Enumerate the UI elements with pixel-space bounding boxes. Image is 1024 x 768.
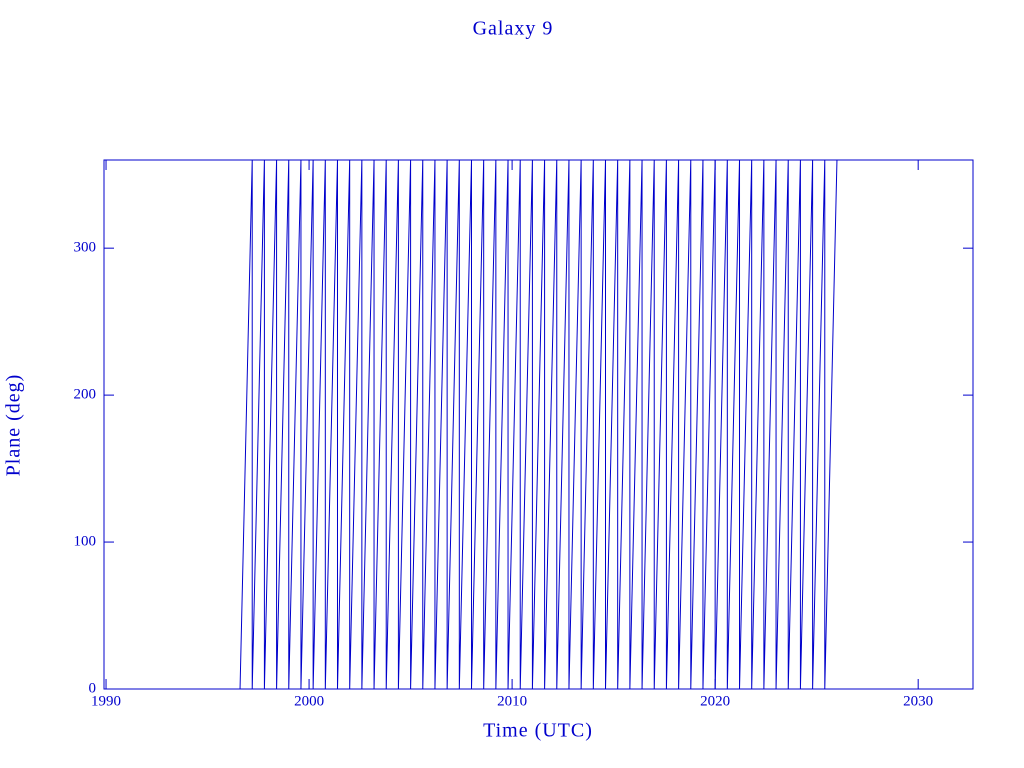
y-tick-label: 100 bbox=[74, 533, 97, 549]
plot-frame bbox=[103, 159, 974, 690]
x-tick-label: 1990 bbox=[91, 693, 121, 709]
chart-title: Galaxy 9 bbox=[473, 18, 554, 40]
y-axis-label: Plane (deg) bbox=[3, 374, 25, 477]
y-tick-label: 200 bbox=[74, 387, 97, 403]
y-tick-label: 300 bbox=[74, 240, 97, 256]
data-line bbox=[239, 159, 838, 690]
x-axis-label: Time (UTC) bbox=[483, 720, 593, 742]
x-tick-label: 2030 bbox=[903, 693, 933, 709]
x-tick-label: 2010 bbox=[497, 693, 527, 709]
x-tick-label: 2000 bbox=[294, 693, 324, 709]
y-tick-label: 0 bbox=[89, 680, 97, 696]
x-tick-label: 2020 bbox=[700, 693, 730, 709]
